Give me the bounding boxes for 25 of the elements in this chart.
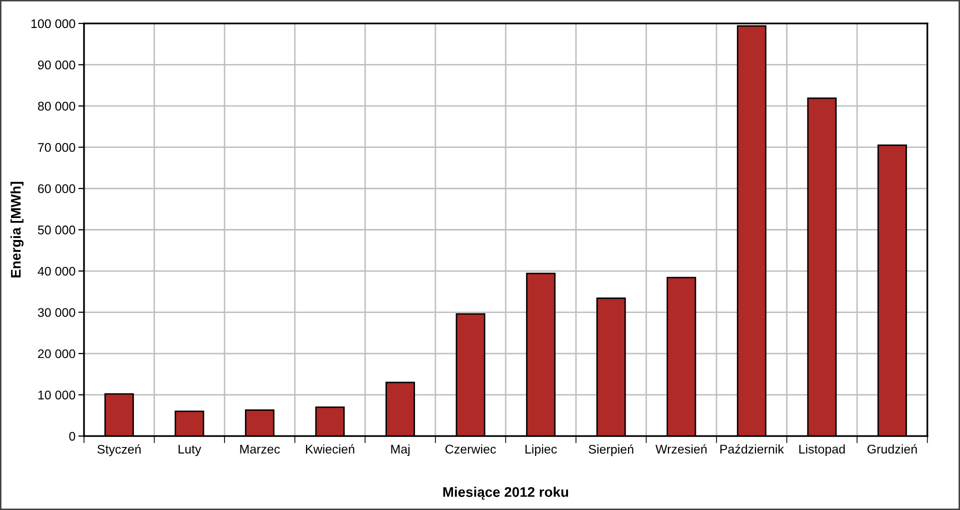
x-tick-label: Czerwiec	[445, 444, 496, 454]
y-tick-label: 30 000	[38, 308, 76, 317]
x-tick-label: Marzec	[240, 444, 280, 454]
y-tick-label: 80 000	[38, 102, 76, 111]
y-axis-title: Energia [MWh]	[10, 182, 24, 278]
x-tick-label: Luty	[178, 444, 202, 456]
x-tick-label: Styczeń	[97, 444, 141, 456]
x-axis-title: Miesiące 2012 roku	[443, 486, 568, 500]
x-tick-label: Wrzesień	[656, 444, 707, 454]
y-tick-label: 60 000	[38, 184, 76, 194]
y-tick-label: 20 000	[38, 349, 76, 358]
x-tick-label: Listopad	[799, 444, 845, 456]
x-tick-label: Październik	[720, 444, 784, 454]
y-tick-label: 50 000	[38, 226, 76, 234]
y-tick-label: 40 000	[38, 266, 76, 276]
y-tick-label: 90 000	[38, 60, 76, 70]
x-tick-label: Grudzień	[867, 444, 917, 454]
y-tick-label: 0	[69, 432, 76, 441]
x-tick-label: Maj	[391, 444, 410, 456]
y-tick-label: 100 000	[31, 19, 76, 28]
y-tick-label: 70 000	[38, 143, 76, 152]
x-tick-label: Sierpień	[588, 444, 634, 456]
y-tick-label: 10 000	[38, 390, 76, 400]
x-tick-label: Kwiecień	[306, 444, 354, 454]
x-tick-label: Lipiec	[526, 444, 557, 456]
